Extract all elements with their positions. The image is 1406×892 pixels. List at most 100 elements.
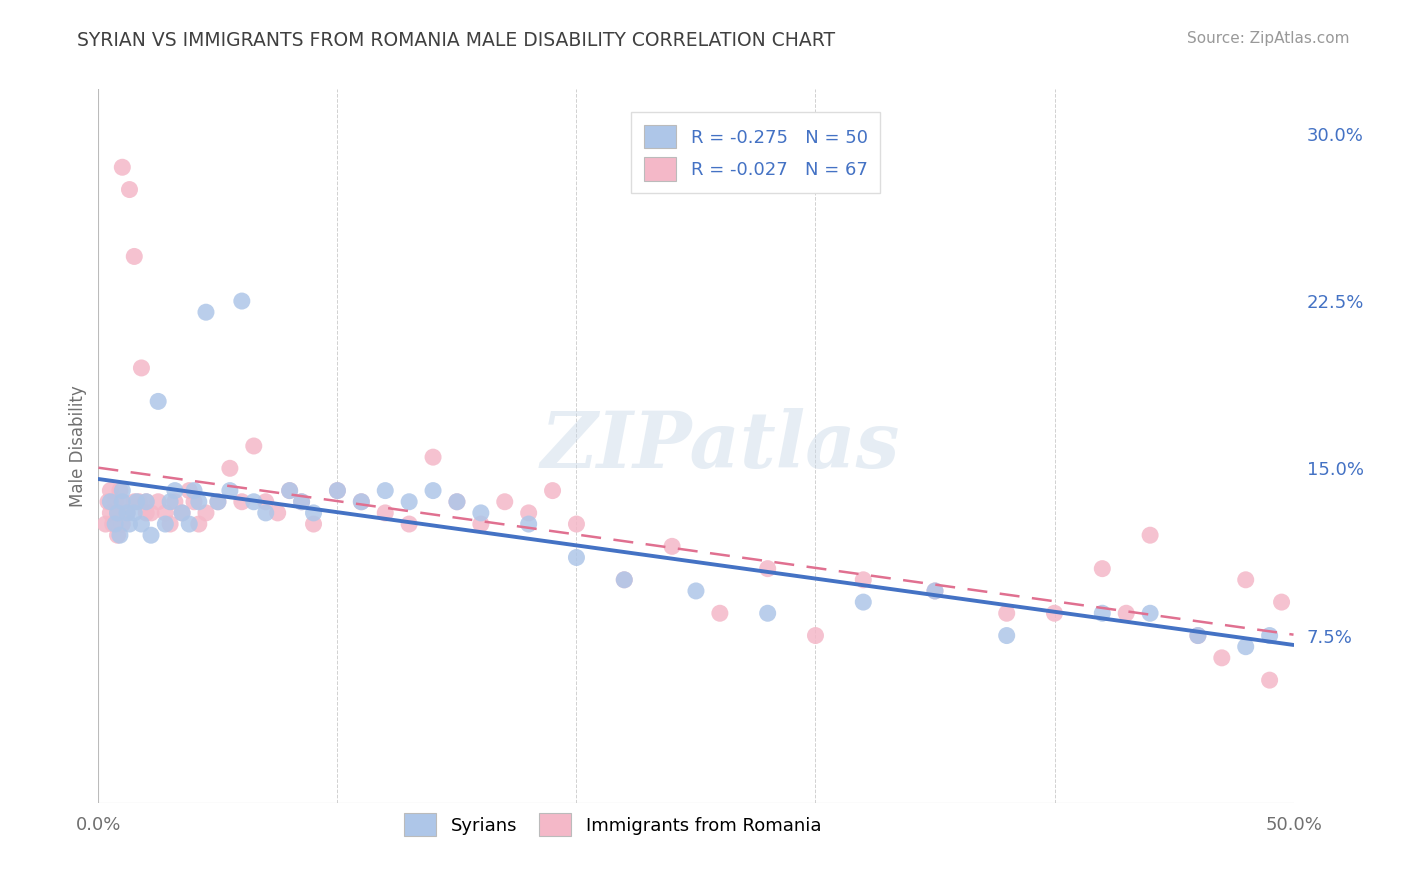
Point xyxy=(163,483,186,498)
Legend: Syrians, Immigrants from Romania: Syrians, Immigrants from Romania xyxy=(392,803,832,847)
Point xyxy=(1043,607,1066,621)
Point xyxy=(278,483,301,498)
Point xyxy=(187,494,209,508)
Point xyxy=(207,494,229,508)
Point xyxy=(302,506,325,520)
Point xyxy=(135,506,157,520)
Point xyxy=(111,161,134,175)
Point xyxy=(107,528,129,542)
Point xyxy=(155,516,177,531)
Point xyxy=(135,494,157,508)
Point xyxy=(98,494,122,508)
Point xyxy=(135,494,157,508)
Point xyxy=(124,494,146,508)
Point xyxy=(179,516,201,531)
Point xyxy=(207,494,229,508)
Point xyxy=(374,506,396,520)
Point xyxy=(852,573,875,587)
Point xyxy=(159,494,181,508)
Point xyxy=(155,506,177,520)
Point xyxy=(139,506,162,520)
Point xyxy=(613,573,636,587)
Point xyxy=(398,516,420,531)
Point xyxy=(350,494,373,508)
Point xyxy=(1091,607,1114,621)
Point xyxy=(254,506,277,520)
Point xyxy=(98,506,122,520)
Point xyxy=(131,516,153,531)
Point xyxy=(1258,628,1281,642)
Point xyxy=(187,516,209,531)
Point xyxy=(517,516,540,531)
Point xyxy=(517,506,540,520)
Point xyxy=(111,516,134,531)
Point xyxy=(541,483,564,498)
Point xyxy=(195,305,218,319)
Point xyxy=(111,494,134,508)
Point xyxy=(756,607,779,621)
Point xyxy=(422,450,444,464)
Point xyxy=(163,494,186,508)
Point xyxy=(115,506,138,520)
Point xyxy=(1187,628,1209,642)
Text: ZIPatlas: ZIPatlas xyxy=(540,408,900,484)
Point xyxy=(613,573,636,587)
Point xyxy=(159,516,181,531)
Point xyxy=(115,506,138,520)
Point xyxy=(131,360,153,375)
Point xyxy=(350,494,373,508)
Point xyxy=(1187,628,1209,642)
Point xyxy=(995,628,1018,642)
Point xyxy=(565,550,588,565)
Point xyxy=(124,506,146,520)
Point xyxy=(446,494,468,508)
Point xyxy=(231,494,253,508)
Point xyxy=(243,494,266,508)
Point xyxy=(1234,640,1257,654)
Point xyxy=(494,494,516,508)
Point xyxy=(128,494,150,508)
Point xyxy=(101,516,124,531)
Point xyxy=(685,583,707,598)
Point xyxy=(254,494,277,508)
Point xyxy=(1271,595,1294,609)
Point xyxy=(179,483,201,498)
Point xyxy=(111,494,134,508)
Point xyxy=(291,494,314,508)
Point xyxy=(374,483,396,498)
Point xyxy=(195,506,218,520)
Point xyxy=(924,583,946,598)
Point xyxy=(219,461,242,475)
Point xyxy=(422,483,444,498)
Point xyxy=(398,494,420,508)
Point xyxy=(661,539,683,553)
Point xyxy=(104,494,127,508)
Point xyxy=(183,494,205,508)
Point xyxy=(183,483,205,498)
Point xyxy=(231,293,253,308)
Point xyxy=(709,607,731,621)
Point xyxy=(104,516,127,531)
Point xyxy=(219,483,242,498)
Point xyxy=(1115,607,1137,621)
Point xyxy=(148,494,170,508)
Point xyxy=(97,494,120,508)
Point xyxy=(108,528,131,542)
Text: Source: ZipAtlas.com: Source: ZipAtlas.com xyxy=(1187,31,1350,46)
Point xyxy=(1139,607,1161,621)
Point xyxy=(118,516,141,531)
Point xyxy=(565,516,588,531)
Point xyxy=(446,494,468,508)
Point xyxy=(243,439,266,453)
Point xyxy=(111,483,134,498)
Point xyxy=(139,528,162,542)
Point xyxy=(1139,528,1161,542)
Point xyxy=(1258,673,1281,687)
Point xyxy=(326,483,349,498)
Point xyxy=(302,516,325,531)
Point xyxy=(124,249,146,264)
Point xyxy=(107,506,129,520)
Point xyxy=(278,483,301,498)
Point xyxy=(852,595,875,609)
Point xyxy=(1091,562,1114,576)
